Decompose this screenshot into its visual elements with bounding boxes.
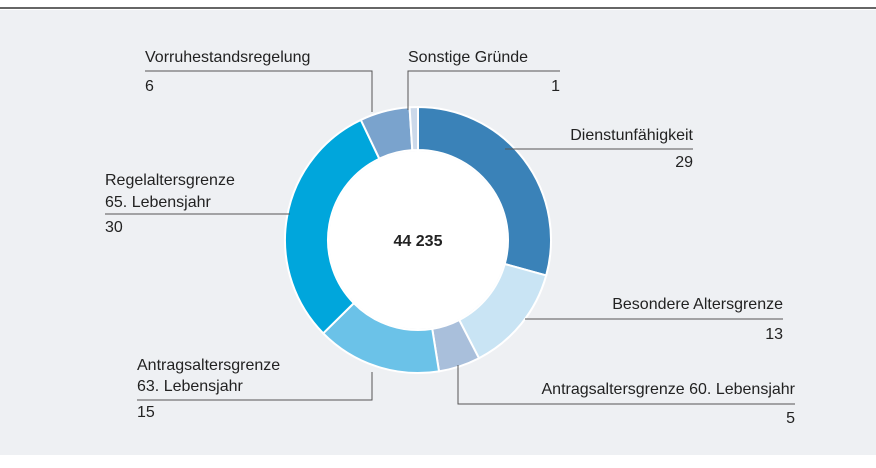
donut-hole — [329, 151, 507, 329]
donut-segment — [417, 105, 552, 277]
leader-line — [137, 372, 373, 401]
segment-label: Antragsaltersgrenze — [137, 357, 280, 374]
value-label: 5 — [786, 410, 795, 427]
leader-line — [457, 365, 795, 405]
segment-label: 63. Lebensjahr — [137, 378, 244, 395]
value-label: 29 — [675, 154, 693, 171]
center-label: 44 235 — [394, 233, 443, 250]
value-label: 15 — [137, 404, 155, 421]
segment-label: Besondere Altersgrenze — [612, 296, 783, 313]
donut-segment — [284, 118, 381, 335]
value-label: 1 — [551, 78, 560, 95]
leader-line — [145, 70, 373, 112]
leader-line — [407, 70, 560, 110]
segment-label: Dienstunfähigkeit — [570, 127, 693, 144]
segment-label: Regelaltersgrenze — [105, 172, 235, 189]
segment-label: Sonstige Gründe — [408, 49, 528, 66]
segment-label: Antragsaltersgrenze 60. Lebensjahr — [542, 381, 796, 398]
segment-label: 65. Lebensjahr — [105, 194, 212, 211]
value-label: 13 — [765, 326, 783, 343]
value-label: 30 — [105, 219, 123, 236]
segment-label: Vorruhestandsregelung — [145, 49, 310, 66]
value-label: 6 — [145, 78, 154, 95]
donut-segment — [408, 105, 419, 152]
